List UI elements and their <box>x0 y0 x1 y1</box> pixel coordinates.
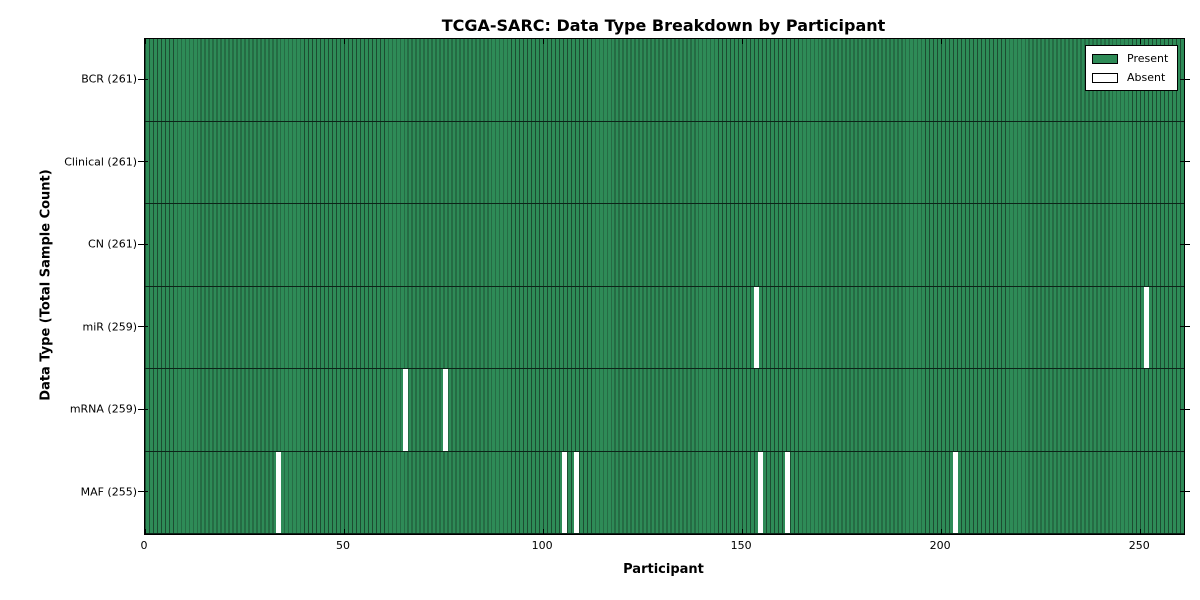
xtick-mark-top-200 <box>940 39 942 44</box>
present-swatch-icon <box>1092 53 1118 64</box>
y-tick-left-mRNA <box>138 408 148 410</box>
y-tick-left-Clinical <box>138 161 148 163</box>
y-tick-label-miR: miR (259) <box>82 320 138 334</box>
absent-bar-MAF-33 <box>275 451 281 533</box>
y-tick-right-Clinical <box>1180 161 1190 163</box>
absent-swatch-icon <box>1092 72 1118 83</box>
y-tick-left-BCR <box>138 78 148 80</box>
xtick-mark-bottom-0 <box>144 529 146 534</box>
y-tick-right-BCR <box>1180 78 1190 80</box>
matrix-row-BCR <box>145 39 1184 122</box>
legend-entry-present: Present <box>1092 51 1171 66</box>
absent-bar-miR-153 <box>753 286 759 368</box>
x-tick-label-250: 250 <box>1128 539 1150 552</box>
xtick-mark-top-250 <box>1139 39 1141 44</box>
matrix-row-Clinical <box>145 121 1184 204</box>
xtick-mark-bottom-200 <box>940 529 942 534</box>
absent-bar-MAF-203 <box>952 451 958 533</box>
y-tick-label-BCR: BCR (261) <box>81 72 137 86</box>
y-tick-label-Clinical: Clinical (261) <box>64 155 137 169</box>
absent-bar-miR-251 <box>1143 286 1149 368</box>
matrix-row-MAF <box>145 451 1184 534</box>
absent-bar-mRNA-75 <box>443 369 449 451</box>
matrix-row-miR <box>145 286 1184 369</box>
absent-bar-MAF-154 <box>757 451 763 533</box>
xtick-mark-bottom-250 <box>1139 529 1141 534</box>
x-tick-label-100: 100 <box>531 539 553 552</box>
xtick-mark-bottom-150 <box>741 529 743 534</box>
y-axis-label: Data Type (Total Sample Count) <box>38 169 54 401</box>
legend-label-absent: Absent <box>1127 71 1166 84</box>
y-tick-right-MAF <box>1180 491 1190 493</box>
y-tick-left-CN <box>138 243 148 245</box>
absent-bar-MAF-108 <box>574 451 580 533</box>
y-tick-left-miR <box>138 326 148 328</box>
xtick-mark-top-0 <box>144 39 146 44</box>
x-tick-label-200: 200 <box>929 539 951 552</box>
xtick-mark-top-150 <box>741 39 743 44</box>
chart-title: TCGA-SARC: Data Type Breakdown by Partic… <box>441 16 886 35</box>
x-tick-label-0: 0 <box>140 539 148 552</box>
xtick-mark-top-50 <box>343 39 345 44</box>
absent-bar-mRNA-65 <box>403 369 409 451</box>
x-tick-label-150: 150 <box>730 539 752 552</box>
x-axis-label: Participant <box>623 562 704 577</box>
legend-label-present: Present <box>1127 52 1169 65</box>
y-tick-left-MAF <box>138 491 148 493</box>
absent-bar-MAF-105 <box>562 451 568 533</box>
absent-bar-MAF-161 <box>785 451 791 533</box>
presence-matrix <box>144 39 1184 534</box>
legend: Present Absent <box>1085 45 1178 91</box>
matrix-row-mRNA <box>145 369 1184 452</box>
y-tick-label-mRNA: mRNA (259) <box>69 402 137 416</box>
y-tick-label-MAF: MAF (255) <box>80 485 137 499</box>
y-tick-right-CN <box>1180 243 1190 245</box>
xtick-mark-top-100 <box>542 39 544 44</box>
y-tick-label-CN: CN (261) <box>88 237 137 251</box>
y-tick-right-miR <box>1180 326 1190 328</box>
legend-entry-absent: Absent <box>1092 70 1171 85</box>
y-tick-right-mRNA <box>1180 408 1190 410</box>
matrix-row-CN <box>145 204 1184 287</box>
plot-area <box>144 38 1185 535</box>
xtick-mark-bottom-100 <box>542 529 544 534</box>
xtick-mark-bottom-50 <box>343 529 345 534</box>
x-tick-label-50: 50 <box>336 539 351 552</box>
